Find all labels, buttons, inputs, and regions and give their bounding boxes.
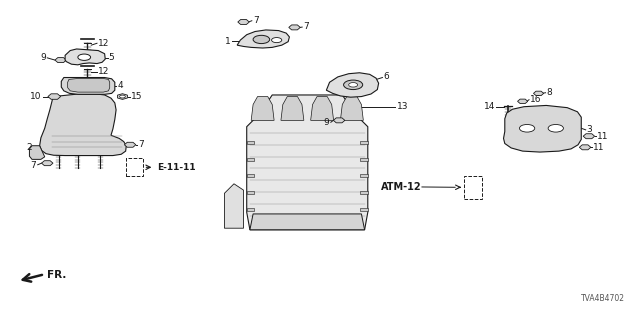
Polygon shape xyxy=(518,99,528,103)
Polygon shape xyxy=(579,145,591,150)
Text: 14: 14 xyxy=(484,102,495,111)
Circle shape xyxy=(78,54,91,60)
Polygon shape xyxy=(246,95,368,230)
Text: 7: 7 xyxy=(303,22,309,31)
Text: 12: 12 xyxy=(99,39,109,48)
Polygon shape xyxy=(310,97,333,120)
Text: 13: 13 xyxy=(396,102,408,111)
Bar xyxy=(246,141,254,144)
Circle shape xyxy=(271,37,282,43)
Bar xyxy=(246,174,254,178)
FancyBboxPatch shape xyxy=(464,176,482,199)
Text: 3: 3 xyxy=(586,125,592,134)
Polygon shape xyxy=(289,25,300,30)
Polygon shape xyxy=(42,161,53,166)
Polygon shape xyxy=(237,30,289,48)
Polygon shape xyxy=(333,118,345,123)
Text: 2: 2 xyxy=(26,143,32,152)
Polygon shape xyxy=(340,97,364,120)
Polygon shape xyxy=(65,49,105,65)
Circle shape xyxy=(548,124,563,132)
Circle shape xyxy=(253,35,269,44)
Text: 11: 11 xyxy=(593,143,605,152)
Text: TVA4B4702: TVA4B4702 xyxy=(580,294,625,303)
Text: 15: 15 xyxy=(131,92,143,101)
Text: E-11-11: E-11-11 xyxy=(157,163,195,172)
Polygon shape xyxy=(583,134,595,139)
Polygon shape xyxy=(29,146,45,159)
Polygon shape xyxy=(281,97,304,120)
Text: 4: 4 xyxy=(117,81,123,90)
Polygon shape xyxy=(61,77,115,94)
Polygon shape xyxy=(40,94,126,156)
Bar xyxy=(360,191,368,194)
Text: 5: 5 xyxy=(108,53,114,62)
Text: 9: 9 xyxy=(324,118,330,127)
Text: 12: 12 xyxy=(99,67,109,76)
Polygon shape xyxy=(48,94,61,99)
Text: 8: 8 xyxy=(547,88,552,97)
Text: 9: 9 xyxy=(40,53,46,62)
Polygon shape xyxy=(250,214,365,230)
Polygon shape xyxy=(225,184,244,228)
Text: FR.: FR. xyxy=(47,270,67,280)
Text: 6: 6 xyxy=(384,72,390,81)
Bar xyxy=(360,174,368,178)
Polygon shape xyxy=(534,91,543,96)
Text: 1: 1 xyxy=(225,36,231,45)
Text: 7: 7 xyxy=(253,16,259,25)
Text: 11: 11 xyxy=(597,132,609,141)
Polygon shape xyxy=(251,97,274,120)
Polygon shape xyxy=(504,105,581,152)
Bar xyxy=(360,208,368,211)
Bar xyxy=(360,141,368,144)
Circle shape xyxy=(520,124,535,132)
Text: 7: 7 xyxy=(138,140,144,149)
Polygon shape xyxy=(326,73,379,97)
FancyBboxPatch shape xyxy=(125,158,143,177)
Polygon shape xyxy=(68,78,109,92)
Polygon shape xyxy=(238,20,249,25)
Text: 10: 10 xyxy=(30,92,42,101)
Polygon shape xyxy=(118,94,127,100)
Polygon shape xyxy=(55,58,67,62)
Text: 7: 7 xyxy=(31,161,36,170)
Bar xyxy=(360,158,368,161)
Bar xyxy=(246,158,254,161)
Circle shape xyxy=(349,83,358,87)
Text: 16: 16 xyxy=(531,95,542,104)
Bar xyxy=(246,191,254,194)
Bar xyxy=(246,208,254,211)
Polygon shape xyxy=(124,142,136,147)
Text: ATM-12: ATM-12 xyxy=(381,182,422,192)
Circle shape xyxy=(120,95,125,98)
Circle shape xyxy=(344,80,363,90)
